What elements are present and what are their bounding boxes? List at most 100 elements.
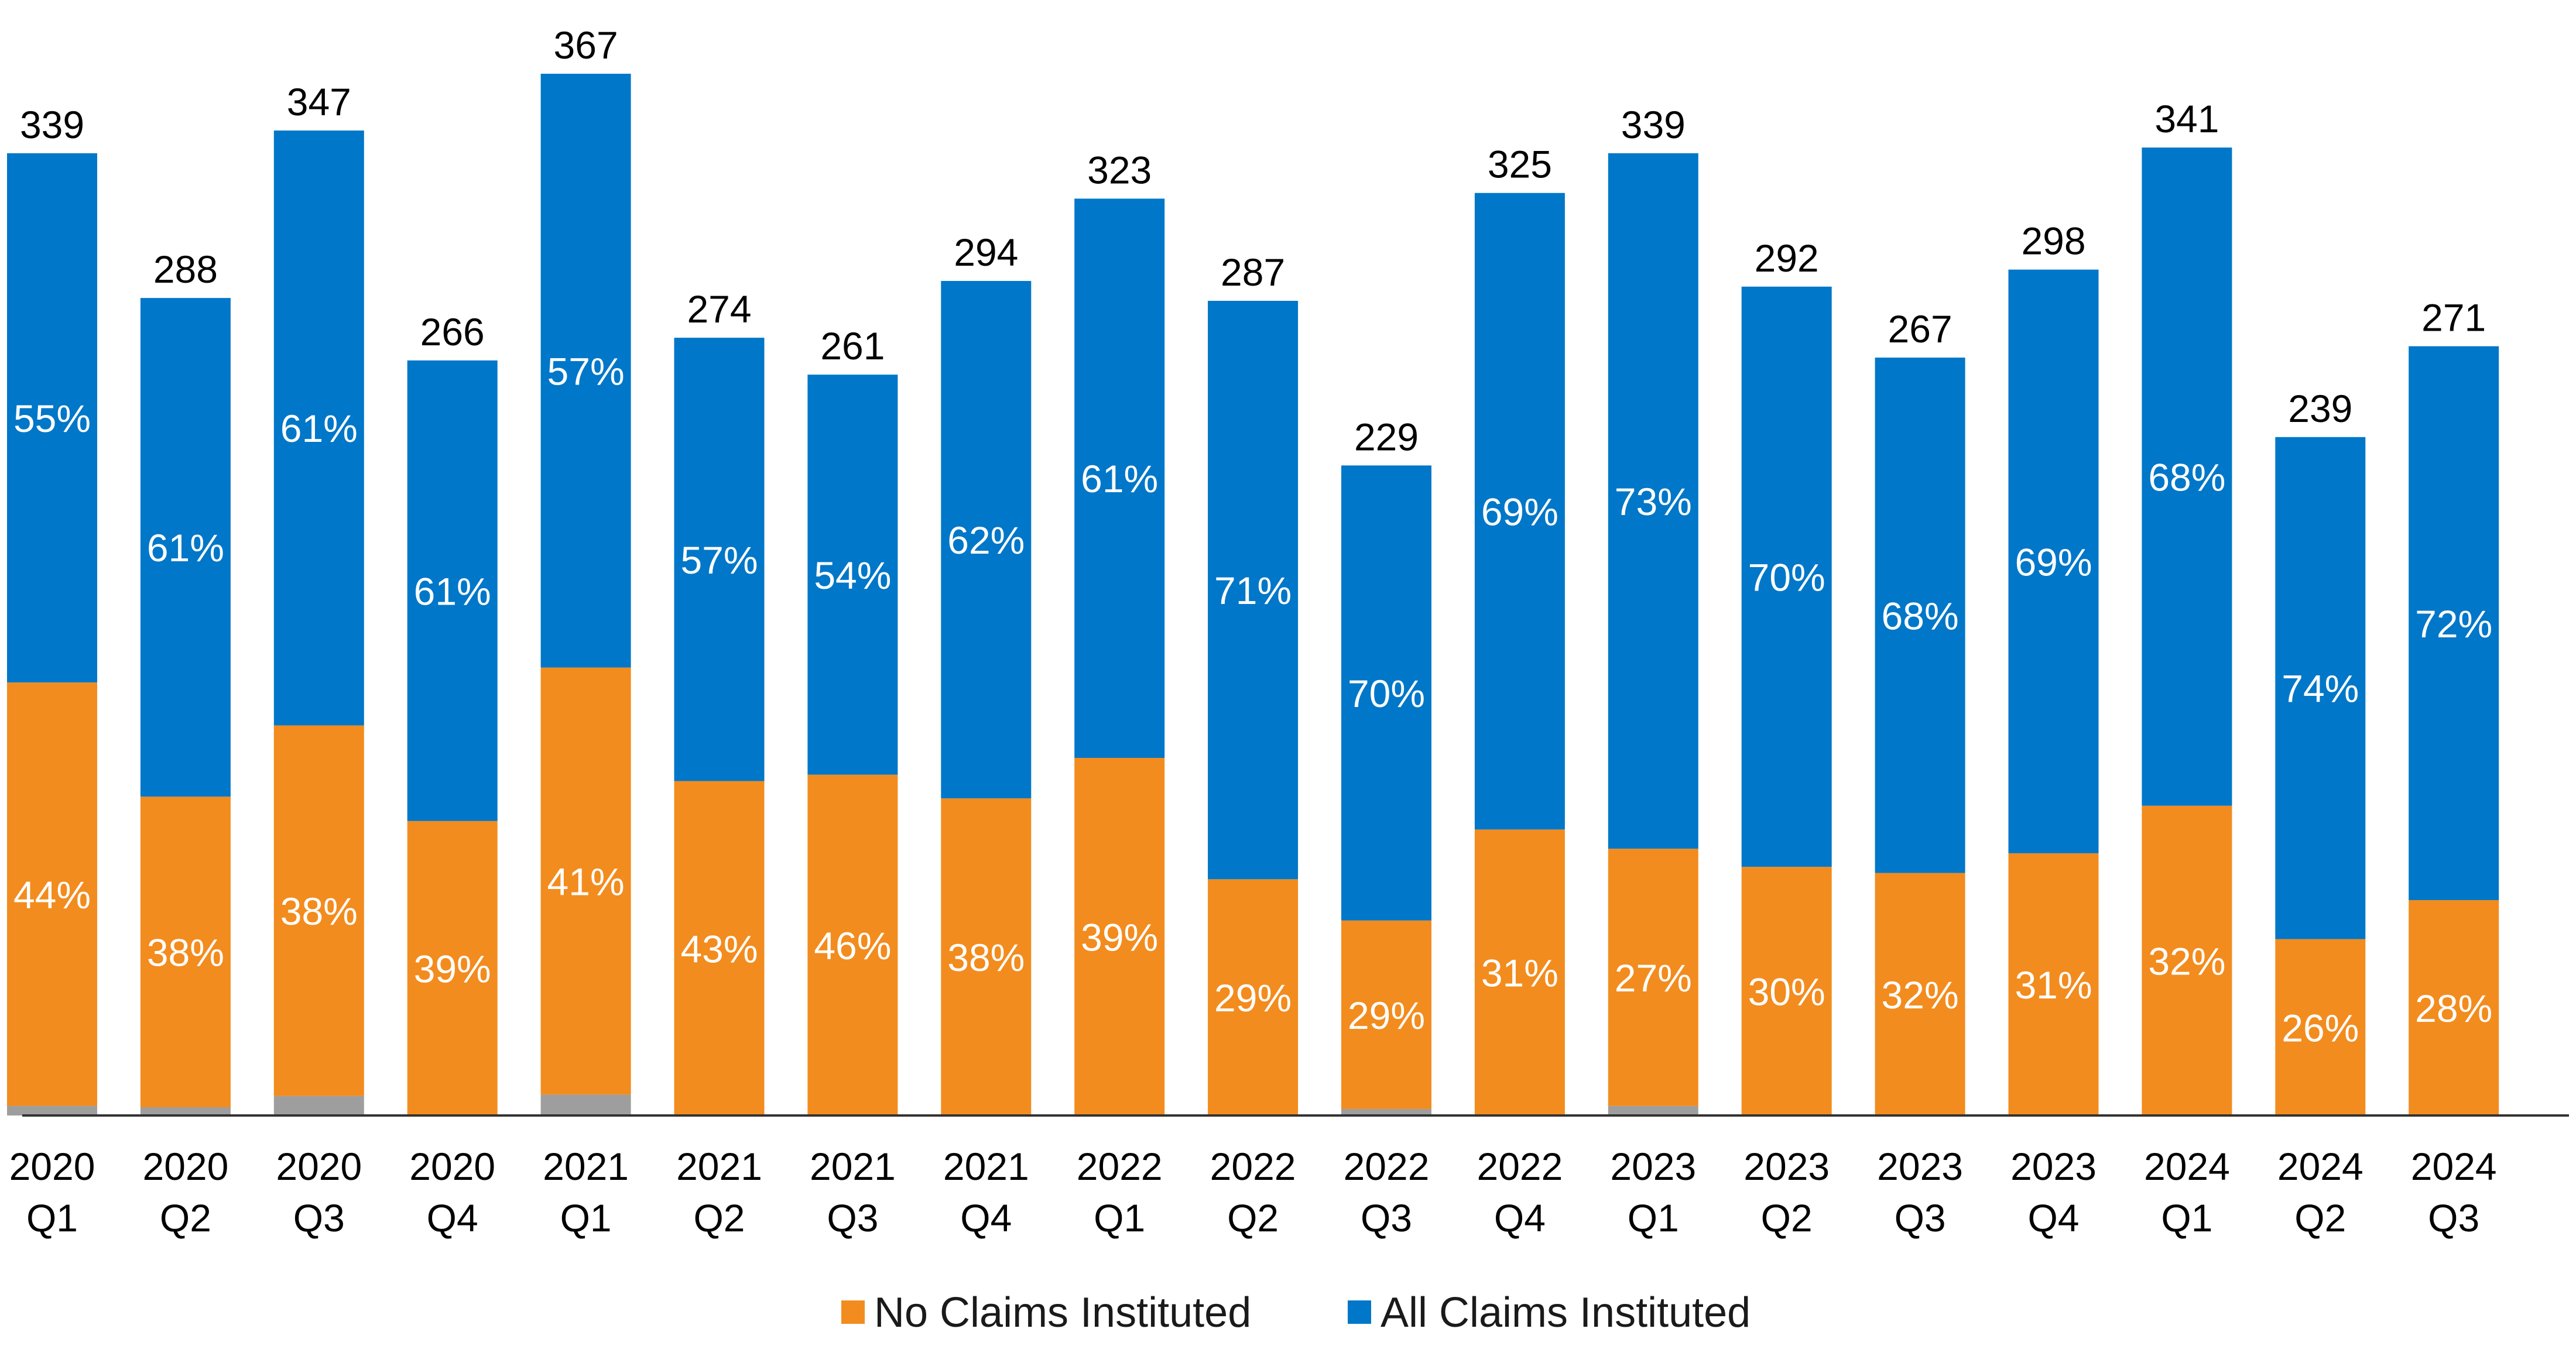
x-tick-year: 2021 — [543, 1145, 629, 1188]
bar-segment-other — [1608, 1106, 1698, 1115]
pct-label-all-claims: 70% — [1348, 672, 1425, 715]
pct-label-no-claims: 32% — [2148, 939, 2225, 983]
pct-label-all-claims: 57% — [680, 538, 758, 582]
bar-total-label: 261 — [820, 324, 885, 368]
bar-total-label: 267 — [1888, 307, 1952, 351]
legend-swatch-no-claims — [841, 1300, 865, 1324]
x-tick-year: 2020 — [276, 1145, 362, 1188]
pct-label-all-claims: 61% — [147, 526, 224, 569]
legend-label-all-claims: All Claims Instituted — [1381, 1289, 1751, 1336]
x-tick-year: 2023 — [1877, 1145, 1963, 1188]
pct-label-no-claims: 38% — [947, 936, 1025, 979]
pct-label-no-claims: 38% — [147, 931, 224, 974]
bar-total-label: 367 — [554, 23, 618, 67]
pct-label-all-claims: 73% — [1615, 480, 1692, 523]
x-tick-year: 2021 — [810, 1145, 896, 1188]
pct-label-no-claims: 38% — [280, 890, 358, 933]
pct-label-all-claims: 68% — [2148, 455, 2225, 499]
bar-total-label: 323 — [1087, 148, 1152, 191]
bar-total-label: 287 — [1221, 250, 1285, 294]
bar-total-label: 294 — [954, 231, 1018, 274]
x-tick-labels: 2020 Q1 2020 Q2 2020 Q3 2020 Q4 2021 Q1 2021 Q2 2021… — [9, 1145, 2497, 1240]
x-tick-year: 2020 — [409, 1145, 495, 1188]
bar-total-label: 239 — [2288, 387, 2352, 430]
x-tick-year: 2020 — [142, 1145, 228, 1188]
pct-label-all-claims: 55% — [13, 397, 91, 440]
bar-total-label: 274 — [687, 287, 751, 331]
pct-label-no-claims: 43% — [680, 927, 758, 970]
x-tick-quarter: Q3 — [1361, 1196, 1412, 1240]
x-tick-quarter: Q3 — [827, 1196, 878, 1240]
bar-total-label: 266 — [420, 310, 485, 353]
pct-label-all-claims: 61% — [280, 407, 358, 450]
bar-total-label: 229 — [1354, 415, 1419, 458]
pct-label-no-claims: 30% — [1748, 970, 1825, 1014]
bar-total-label: 347 — [287, 80, 351, 123]
pct-label-all-claims: 70% — [1748, 555, 1825, 599]
pct-label-all-claims: 61% — [414, 569, 491, 613]
x-tick-year: 2023 — [1610, 1145, 1696, 1188]
x-tick-year: 2021 — [943, 1145, 1029, 1188]
x-tick-quarter: Q2 — [1761, 1196, 1813, 1240]
x-tick-quarter: Q4 — [2027, 1196, 2079, 1240]
bar-total-label: 298 — [2021, 219, 2085, 263]
pct-label-no-claims: 31% — [2015, 963, 2092, 1007]
bar-total-label: 339 — [1621, 103, 1686, 146]
legend-label-no-claims: No Claims Instituted — [874, 1289, 1251, 1336]
pct-label-no-claims: 29% — [1348, 994, 1425, 1037]
pct-label-no-claims: 44% — [13, 873, 91, 917]
x-tick-quarter: Q1 — [26, 1196, 78, 1240]
legend: No Claims Instituted All Claims Institut… — [841, 1289, 1751, 1336]
bar-total-label: 341 — [2154, 97, 2219, 140]
x-tick-year: 2023 — [1743, 1145, 1830, 1188]
bar-total-label: 325 — [1488, 143, 1552, 186]
x-tick-quarter: Q1 — [560, 1196, 612, 1240]
pct-label-no-claims: 39% — [414, 947, 491, 990]
x-tick-quarter: Q4 — [1494, 1196, 1546, 1240]
pct-label-all-claims: 68% — [1882, 594, 1959, 637]
x-tick-year: 2022 — [1077, 1145, 1163, 1188]
x-tick-year: 2024 — [2277, 1145, 2363, 1188]
x-tick-quarter: Q1 — [1094, 1196, 1145, 1240]
bar-total-label: 288 — [153, 248, 218, 291]
pct-label-no-claims: 27% — [1615, 956, 1692, 1000]
x-tick-year: 2021 — [676, 1145, 762, 1188]
x-tick-quarter: Q2 — [1227, 1196, 1279, 1240]
pct-label-no-claims: 41% — [547, 860, 625, 904]
x-tick-quarter: Q4 — [427, 1196, 478, 1240]
bar-total-label: 271 — [2421, 296, 2486, 339]
bar-segment-other — [7, 1106, 97, 1115]
x-tick-quarter: Q4 — [960, 1196, 1012, 1240]
x-tick-year: 2022 — [1477, 1145, 1563, 1188]
pct-label-no-claims: 28% — [2415, 987, 2492, 1030]
pct-label-no-claims: 26% — [2282, 1006, 2359, 1049]
stacked-bar-chart: 44% 55% 339 38% 61% 288 38% 61% 347 39% 61% 266 41% 5… — [0, 0, 2576, 1349]
x-tick-quarter: Q3 — [1895, 1196, 1946, 1240]
pct-label-all-claims: 61% — [1081, 457, 1158, 500]
pct-label-all-claims: 57% — [547, 349, 625, 393]
bar-total-label: 292 — [1755, 236, 1819, 280]
pct-label-all-claims: 72% — [2415, 602, 2492, 646]
pct-label-no-claims: 46% — [814, 924, 891, 967]
pct-label-all-claims: 69% — [1481, 490, 1558, 534]
pct-label-all-claims: 54% — [814, 554, 891, 597]
x-tick-quarter: Q1 — [2161, 1196, 2212, 1240]
x-tick-year: 2022 — [1210, 1145, 1296, 1188]
pct-label-all-claims: 74% — [2282, 667, 2359, 710]
x-tick-year: 2024 — [2411, 1145, 2497, 1188]
pct-label-all-claims: 71% — [1214, 569, 1292, 612]
pct-label-no-claims: 31% — [1481, 952, 1558, 995]
x-tick-quarter: Q3 — [2428, 1196, 2479, 1240]
x-tick-year: 2024 — [2144, 1145, 2230, 1188]
pct-label-no-claims: 29% — [1214, 976, 1292, 1020]
x-tick-year: 2022 — [1344, 1145, 1430, 1188]
pct-label-no-claims: 39% — [1081, 916, 1158, 959]
pct-label-all-claims: 62% — [947, 519, 1025, 562]
x-tick-quarter: Q3 — [293, 1196, 345, 1240]
bar-segment-other — [541, 1094, 631, 1115]
bar-total-label: 339 — [20, 103, 84, 146]
x-tick-quarter: Q2 — [160, 1196, 211, 1240]
x-tick-year: 2020 — [9, 1145, 95, 1188]
x-tick-quarter: Q1 — [1628, 1196, 1679, 1240]
pct-label-no-claims: 32% — [1882, 973, 1959, 1017]
